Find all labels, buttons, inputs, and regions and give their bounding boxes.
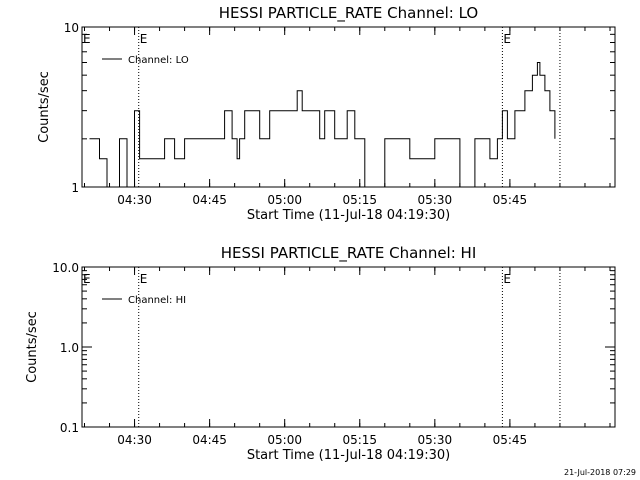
y-axis-label: Counts/sec (25, 311, 40, 383)
marker-label: E (140, 32, 148, 46)
chart-title: HESSI PARTICLE_RATE Channel: HI (221, 244, 477, 263)
x-tick-label: 04:45 (192, 193, 227, 207)
hi-channel-panel: HESSI PARTICLE_RATE Channel: HI 04:30 04:4… (25, 244, 616, 463)
x-tick-label: 04:30 (117, 193, 152, 207)
x-axis-label: Start Time (11-Jul-18 04:19:30) (247, 448, 450, 463)
y-tick-label: 10 (64, 21, 79, 35)
x-axis-label: Start Time (11-Jul-18 04:19:30) (247, 208, 450, 223)
legend-label: Channel: HI (128, 295, 186, 306)
y-tick-label: 1 (71, 181, 79, 195)
x-tick-label: 05:00 (267, 193, 302, 207)
x-tick-label: 05:00 (267, 433, 302, 447)
marker-label: E (83, 32, 91, 46)
x-tick-label: 04:45 (192, 433, 227, 447)
x-tick-label: 05:45 (493, 433, 528, 447)
marker-label: E (503, 32, 511, 46)
timestamp-footer: 21-Jul-2018 07:29 (564, 468, 636, 477)
y-tick-label: 10.0 (52, 261, 79, 275)
plot-frame (81, 26, 616, 188)
marker-label: E (503, 272, 511, 286)
legend-label: Channel: LO (128, 55, 189, 66)
x-tick-label: 04:30 (117, 433, 152, 447)
y-tick-label: 1.0 (60, 341, 79, 355)
chart-title: HESSI PARTICLE_RATE Channel: LO (219, 4, 478, 23)
x-tick-label: 05:15 (342, 193, 377, 207)
lo-channel-panel: HESSI PARTICLE_RATE Channel: LO 04:30 04:4… (37, 4, 616, 223)
marker-label: E (140, 272, 148, 286)
x-tick-label: 05:30 (418, 433, 453, 447)
series-line (89, 62, 556, 188)
plot-frame (81, 266, 616, 428)
y-tick-label: 0.1 (60, 421, 79, 435)
x-tick-label: 05:30 (418, 193, 453, 207)
marker-label: E (83, 272, 91, 286)
x-tick-label: 05:15 (342, 433, 377, 447)
x-tick-label: 05:45 (493, 193, 528, 207)
y-axis-label: Counts/sec (37, 71, 52, 143)
